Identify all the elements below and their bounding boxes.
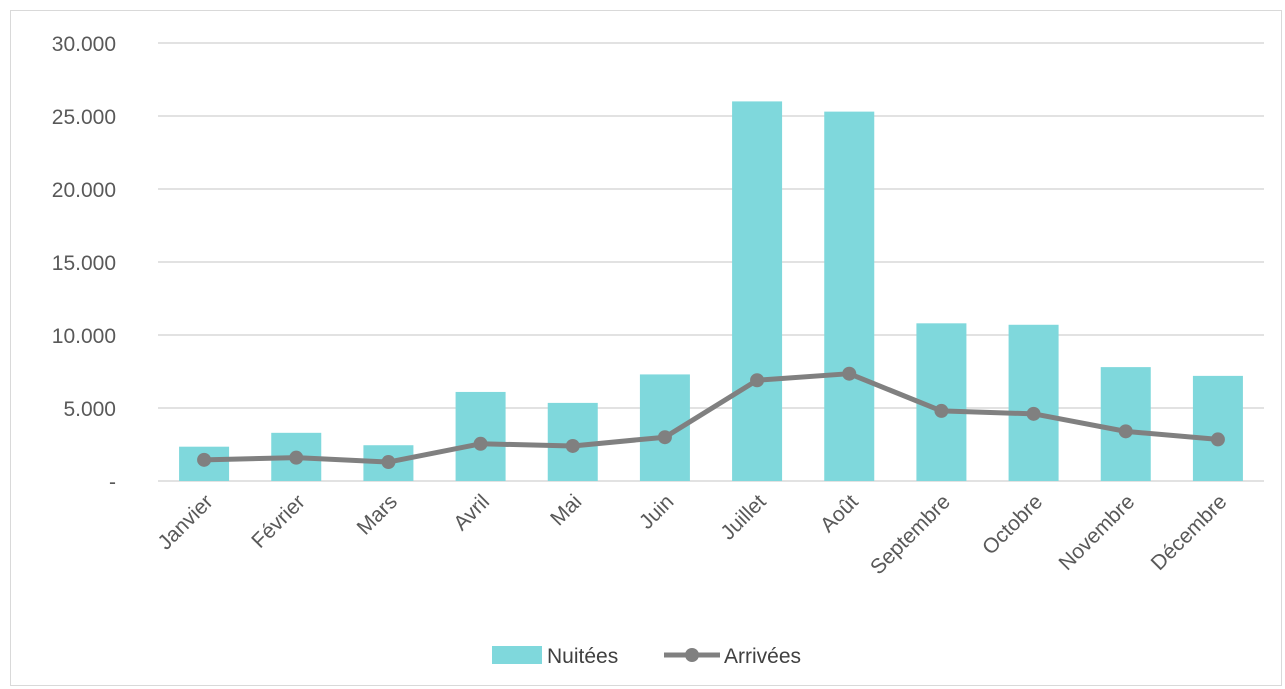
point-arrivees	[473, 436, 488, 451]
point-arrivees	[842, 366, 857, 381]
x-tick-label: Avril	[449, 490, 494, 535]
line-arrivees	[201, 371, 1221, 465]
y-tick-label: -	[109, 471, 116, 494]
point-arrivees	[934, 403, 949, 418]
point-arrivees	[565, 438, 580, 453]
x-tick-label: Novembre	[1055, 490, 1140, 575]
chart-frame	[10, 10, 1282, 686]
x-tick-label: Mai	[546, 490, 586, 530]
y-tick-label: 30.000	[52, 33, 116, 56]
bar-nuitees	[824, 111, 875, 482]
x-tick-label: Septembre	[866, 490, 955, 579]
point-arrivees	[750, 373, 765, 388]
x-tick-label: Août	[816, 490, 863, 537]
point-arrivees	[197, 452, 212, 467]
x-tick-label: Octobre	[978, 490, 1047, 559]
x-tick-label: Février	[247, 490, 309, 552]
y-tick-label: 10.000	[52, 325, 116, 348]
legend-label-arrivees: Arrivées	[724, 645, 801, 668]
legend-swatch-nuitees	[492, 646, 542, 664]
bar-nuitees	[455, 391, 506, 481]
point-arrivees	[657, 430, 672, 445]
y-tick-label: 5.000	[63, 398, 116, 421]
y-tick-label: 20.000	[52, 179, 116, 202]
point-arrivees	[289, 450, 304, 465]
y-tick-label: 15.000	[52, 252, 116, 275]
point-arrivees	[381, 455, 396, 470]
point-arrivees	[1026, 406, 1041, 421]
x-tick-label: Janvier	[153, 490, 217, 554]
x-tick-label: Juin	[635, 490, 679, 534]
x-tick-label: Juillet	[716, 490, 770, 544]
bar-nuitees	[732, 101, 783, 482]
bar-nuitees	[1008, 324, 1059, 481]
point-arrivees	[1210, 432, 1225, 447]
y-tick-label: 25.000	[52, 106, 116, 129]
legend-label-nuitees: Nuitées	[547, 645, 618, 668]
bar-nuitees	[1192, 375, 1243, 481]
bar-nuitees	[1100, 367, 1151, 481]
x-tick-label: Mars	[353, 490, 402, 539]
legend-swatch-arrivees-marker	[685, 648, 699, 662]
point-arrivees	[1118, 424, 1133, 439]
x-tick-label: Décembre	[1147, 490, 1232, 575]
